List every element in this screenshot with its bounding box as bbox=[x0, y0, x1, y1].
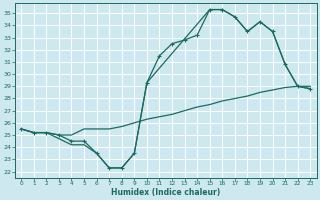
X-axis label: Humidex (Indice chaleur): Humidex (Indice chaleur) bbox=[111, 188, 220, 197]
